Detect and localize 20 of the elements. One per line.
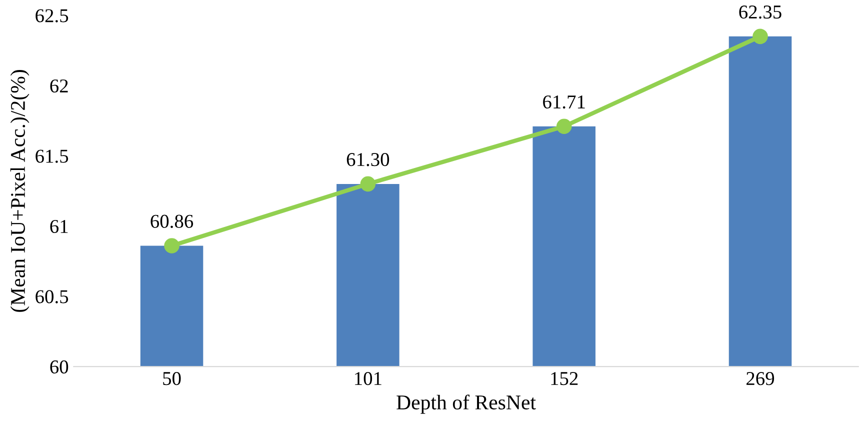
point (556, 118, 572, 134)
y-tick-label: 60.5 (36, 290, 68, 304)
x-tick-label: 152 (551, 372, 578, 386)
x-tick-label: 101 (355, 372, 382, 386)
point (360, 176, 376, 192)
y-tick-label: 61 (50, 220, 68, 234)
x-tick-label: 269 (746, 372, 774, 386)
x-axis-title: Depth of ResNet (396, 394, 536, 414)
data-label: 60.86 (150, 214, 194, 228)
y-tick-label: 60 (50, 360, 68, 374)
y-tick-label: 61.5 (36, 150, 68, 163)
y-tick-label: 62.5 (36, 9, 68, 22)
data-label: 62.35 (739, 6, 782, 19)
x-tick-label: 50 (163, 372, 181, 386)
point (164, 238, 180, 254)
point (752, 28, 768, 44)
data-label: 61.30 (346, 152, 390, 166)
data-label: 61.71 (543, 95, 585, 109)
y-axis-title: (Mean IoU+Pixel Acc.)/2(%) (10, 70, 30, 312)
y-tick-label: 62 (50, 79, 68, 93)
